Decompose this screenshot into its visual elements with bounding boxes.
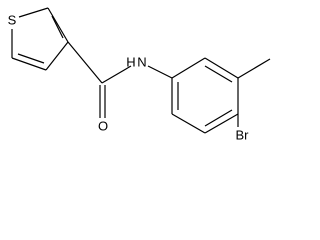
bond	[171, 57, 206, 79]
atom-label: Br	[236, 127, 250, 142]
bond	[17, 53, 45, 64]
bond	[204, 109, 233, 127]
atom-label: S	[8, 12, 17, 27]
molecule-diagram: S O H N Br	[8, 7, 271, 142]
bond	[204, 113, 239, 134]
bond	[18, 7, 49, 18]
bond	[204, 65, 233, 83]
bond	[11, 57, 47, 71]
bond	[147, 65, 173, 79]
bond	[47, 7, 69, 43]
bond	[237, 58, 271, 79]
bond	[101, 65, 132, 84]
bond	[171, 113, 206, 134]
bond	[45, 41, 69, 71]
atom-label: H	[126, 54, 135, 69]
bond	[67, 41, 103, 84]
bonds	[11, 7, 271, 134]
bond	[204, 57, 239, 79]
atom-label: O	[98, 118, 108, 133]
bond	[51, 15, 64, 39]
atom-label: N	[137, 54, 146, 69]
